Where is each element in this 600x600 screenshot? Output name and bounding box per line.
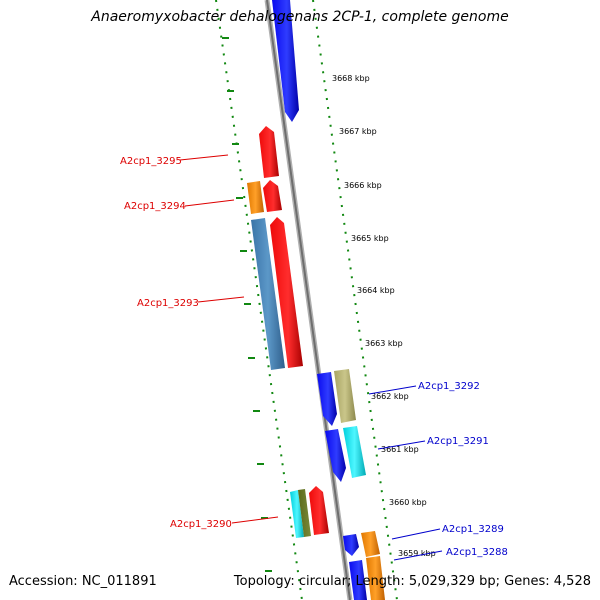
gene-label[interactable]: A2cp1_3290 (170, 519, 232, 530)
reverse-gene-features (272, 0, 385, 600)
reverse-gene-arrow[interactable] (317, 372, 337, 426)
gene-label[interactable]: A2cp1_3291 (427, 436, 489, 447)
ruler-tick-label: 3663 kbp (365, 339, 403, 348)
gene-label[interactable]: A2cp1_3289 (442, 524, 504, 535)
gene-label[interactable]: A2cp1_3293 (137, 298, 199, 309)
gene-label[interactable]: A2cp1_3288 (446, 547, 508, 558)
ruler-tick-label: 3660 kbp (389, 498, 427, 507)
reverse-gene-arrow[interactable] (272, 0, 299, 122)
reverse-gene-arrow[interactable] (343, 534, 359, 556)
reverse-strand-dots (312, 0, 398, 600)
reverse-gene-arrow[interactable] (361, 531, 380, 557)
forward-strand-dots (215, 0, 303, 600)
ruler-tick-labels: 3668 kbp 3667 kbp 3666 kbp 3665 kbp 3664… (332, 74, 436, 558)
forward-gene-arrow[interactable] (263, 180, 282, 212)
forward-gene-arrow[interactable] (290, 490, 304, 538)
reverse-gene-arrow[interactable] (366, 556, 385, 600)
reverse-gene-arrow[interactable] (343, 426, 366, 478)
reverse-gene-arrow[interactable] (325, 429, 346, 482)
ruler-tick-label: 3661 kbp (381, 445, 419, 454)
gene-label[interactable]: A2cp1_3294 (124, 201, 186, 212)
ruler-tick-label: 3667 kbp (339, 127, 377, 136)
forward-label-leaders (179, 154, 279, 524)
reverse-label-leaders (368, 385, 443, 561)
gene-label[interactable]: A2cp1_3292 (418, 381, 480, 392)
reverse-gene-arrow[interactable] (334, 369, 356, 423)
forward-gene-features (247, 126, 329, 538)
map-title: Anaeromyxobacter dehalogenans 2CP-1, com… (91, 9, 509, 25)
forward-gene-labels: A2cp1_3295 A2cp1_3294 A2cp1_3293 A2cp1_3… (120, 156, 232, 530)
forward-gene-arrow[interactable] (309, 486, 329, 535)
topology-text: Topology: circular; Length: 5,029,329 bp… (233, 574, 591, 589)
ruler-tick-label: 3665 kbp (351, 234, 389, 243)
gene-label[interactable]: A2cp1_3295 (120, 156, 182, 167)
accession-text: Accession: NC_011891 (9, 574, 157, 589)
forward-gene-arrow[interactable] (259, 126, 279, 178)
genome-backbone (264, 0, 353, 600)
ruler-tick-label: 3662 kbp (371, 392, 409, 401)
ruler-tick-label: 3666 kbp (344, 181, 382, 190)
ruler-tick-label: 3664 kbp (357, 286, 395, 295)
forward-gene-arrow[interactable] (298, 489, 311, 537)
reverse-gene-arrow[interactable] (349, 560, 367, 600)
forward-gene-arrow[interactable] (247, 181, 264, 214)
forward-gene-arrow[interactable] (270, 217, 303, 368)
ruler-tick-label: 3659 kbp (398, 549, 436, 558)
forward-gene-arrow[interactable] (251, 218, 285, 370)
reverse-gene-labels: A2cp1_3292 A2cp1_3291 A2cp1_3289 A2cp1_3… (418, 381, 508, 558)
ruler-tick-label: 3668 kbp (332, 74, 370, 83)
